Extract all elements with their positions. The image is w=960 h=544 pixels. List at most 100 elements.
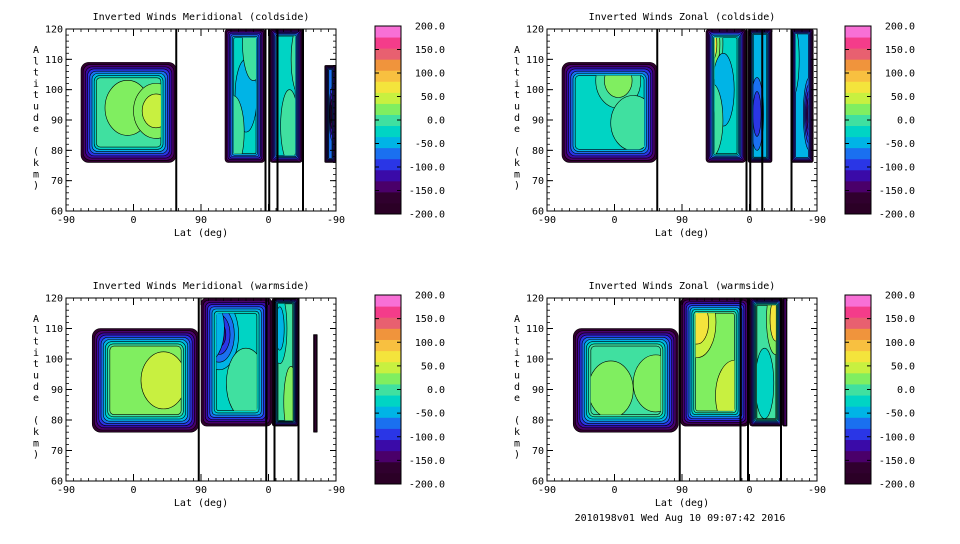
zonal-warm-colorbar-tick-label: 0.0 [897, 385, 915, 396]
zonal-cold-xtick-label: -90 [538, 215, 556, 226]
merid-cold-colorbar-tick-label: -100.0 [409, 163, 445, 174]
merid-warm-xtick-label: -90 [57, 485, 75, 496]
zonal-warm-contour-ring [756, 347, 775, 419]
zonal-warm-ytick-label: 80 [532, 416, 544, 427]
zonal-cold-colorbar-swatch [845, 158, 871, 171]
zonal-warm-xtick-label: -90 [808, 485, 826, 496]
zonal-warm-colorbar-tick-label: 150.0 [885, 314, 915, 325]
zonal-warm-ytick-label: 70 [532, 446, 544, 457]
merid-warm-title: Inverted Winds Meridional (warmside) [93, 281, 310, 292]
merid-cold-colorbar-swatch [375, 180, 401, 193]
zonal-cold-colorbar-swatch [845, 114, 871, 127]
zonal-warm-contour-ring [769, 305, 776, 342]
merid-cold-colorbar-swatch [375, 70, 401, 82]
merid-cold-xtick-label: -90 [327, 215, 345, 226]
merid-cold-contour-ring [141, 93, 161, 129]
zonal-cold-xtick-label: 0 [611, 215, 617, 226]
merid-warm-colorbar-tick-label: 150.0 [415, 314, 445, 325]
zonal-cold-colorbar-tick-label: -100.0 [879, 163, 915, 174]
zonal-cold-ytick-label: 100 [526, 85, 544, 96]
zonal-warm-colorbar-swatch [845, 395, 871, 407]
merid-cold-contour-ring [242, 37, 257, 81]
merid-warm-colorbar-swatch [375, 461, 401, 474]
merid-warm-region-0 [91, 328, 200, 433]
zonal-warm-colorbar-swatch [845, 317, 871, 329]
zonal-cold-contour-ring [610, 95, 645, 150]
zonal-cold-colorbar-swatch [845, 59, 871, 71]
merid-warm-colorbar: 200.0 150.0 100.0 50.0 0.0 -50.0 -100.0 -150.0 -… [374, 291, 445, 491]
zonal-cold-colorbar-tick-label: -50.0 [885, 139, 915, 150]
merid-warm-xlabel: Lat (deg) [174, 498, 228, 509]
merid-cold-ytick-label: 60 [51, 207, 63, 218]
zonal-cold-region-1 [705, 29, 747, 163]
merid-cold-colorbar-tick-label: 0.0 [427, 116, 445, 127]
merid-warm-colorbar-swatch [375, 361, 401, 374]
zonal-cold-colorbar-swatch [845, 103, 871, 115]
zonal-cold-ytick-label: 120 [526, 25, 544, 36]
zonal-cold-colorbar-swatch [845, 169, 871, 182]
zonal-warm-xtick-label: 0 [746, 485, 752, 496]
zonal-cold-colorbar: 200.0 150.0 100.0 50.0 0.0 -50.0 -100.0 -150.0 -… [844, 22, 915, 221]
zonal-warm-colorbar-swatch [845, 472, 871, 485]
merid-warm-colorbar-swatch [375, 428, 401, 441]
merid-warm-colorbar-swatch [375, 295, 401, 307]
merid-cold-contour-ring [290, 36, 296, 91]
zonal-warm-colorbar-swatch [845, 428, 871, 441]
zonal-cold-region-3 [790, 29, 814, 163]
zonal-warm-contour-ring [695, 313, 709, 345]
merid-warm-colorbar-swatch [375, 306, 401, 318]
merid-cold-colorbar-swatch [375, 147, 401, 160]
zonal-warm-contour-field [572, 298, 788, 481]
merid-warm-colorbar-tick-label: -200.0 [409, 480, 445, 491]
merid-warm-ytick-label: 70 [51, 446, 63, 457]
merid-cold-colorbar-swatch [375, 202, 401, 215]
merid-warm-ytick-label: 120 [45, 294, 63, 305]
merid-warm-colorbar-swatch [375, 372, 401, 385]
zonal-warm-region-0 [572, 328, 679, 433]
merid-cold-ytick-label: 100 [45, 85, 63, 96]
merid-cold-colorbar-swatch [375, 169, 401, 182]
zonal-warm-colorbar-swatch [845, 328, 871, 340]
merid-cold-xtick-label: 0 [265, 215, 271, 226]
merid-cold-colorbar-tick-label: -150.0 [409, 186, 445, 197]
merid-warm-contour-ring [278, 306, 285, 351]
zonal-warm-xtick-label: -90 [538, 485, 556, 496]
zonal-warm-panel: Inverted Winds Zonal (warmside) 60 70 80 90 1… [514, 281, 915, 509]
merid-warm-contour-ring [226, 347, 257, 411]
merid-cold-contour-ring [233, 95, 245, 154]
merid-warm-region-2 [271, 298, 299, 427]
zonal-warm-title: Inverted Winds Zonal (warmside) [589, 281, 776, 292]
zonal-cold-contour-field [561, 29, 814, 211]
merid-cold-colorbar-swatch [375, 136, 401, 149]
zonal-warm-xlabel: Lat (deg) [655, 498, 709, 509]
merid-warm-contour-ring [283, 366, 293, 421]
zonal-warm-ytick-label: 100 [526, 355, 544, 366]
merid-cold-ytick-label: 70 [51, 176, 63, 187]
zonal-cold-colorbar-swatch [845, 202, 871, 215]
zonal-warm-colorbar-tick-label: -100.0 [879, 432, 915, 443]
zonal-warm-colorbar-swatch [845, 372, 871, 385]
zonal-cold-colorbar-tick-label: 150.0 [885, 45, 915, 56]
zonal-warm-colorbar-swatch [845, 339, 871, 352]
zonal-warm-region-2 [749, 298, 784, 427]
zonal-cold-colorbar-swatch [845, 180, 871, 193]
merid-cold-region-1 [224, 29, 266, 163]
zonal-cold-colorbar-swatch [845, 125, 871, 138]
zonal-cold-contour-ring [753, 91, 762, 137]
zonal-cold-ytick-label: 70 [532, 176, 544, 187]
zonal-warm-colorbar-tick-label: 200.0 [885, 291, 915, 302]
merid-cold-title: Inverted Winds Meridional (coldside) [93, 12, 310, 23]
zonal-cold-region-2 [747, 29, 773, 163]
merid-warm-colorbar-swatch [375, 383, 401, 396]
merid-warm-colorbar-tick-label: 50.0 [421, 361, 445, 372]
zonal-warm-colorbar-swatch [845, 439, 871, 452]
merid-cold-colorbar-swatch [375, 114, 401, 127]
merid-cold-colorbar-tick-label: -200.0 [409, 210, 445, 221]
merid-warm-contour-ring [216, 313, 225, 358]
zonal-warm-contour-ring [715, 360, 735, 411]
zonal-warm-ytick-label: 60 [532, 477, 544, 488]
